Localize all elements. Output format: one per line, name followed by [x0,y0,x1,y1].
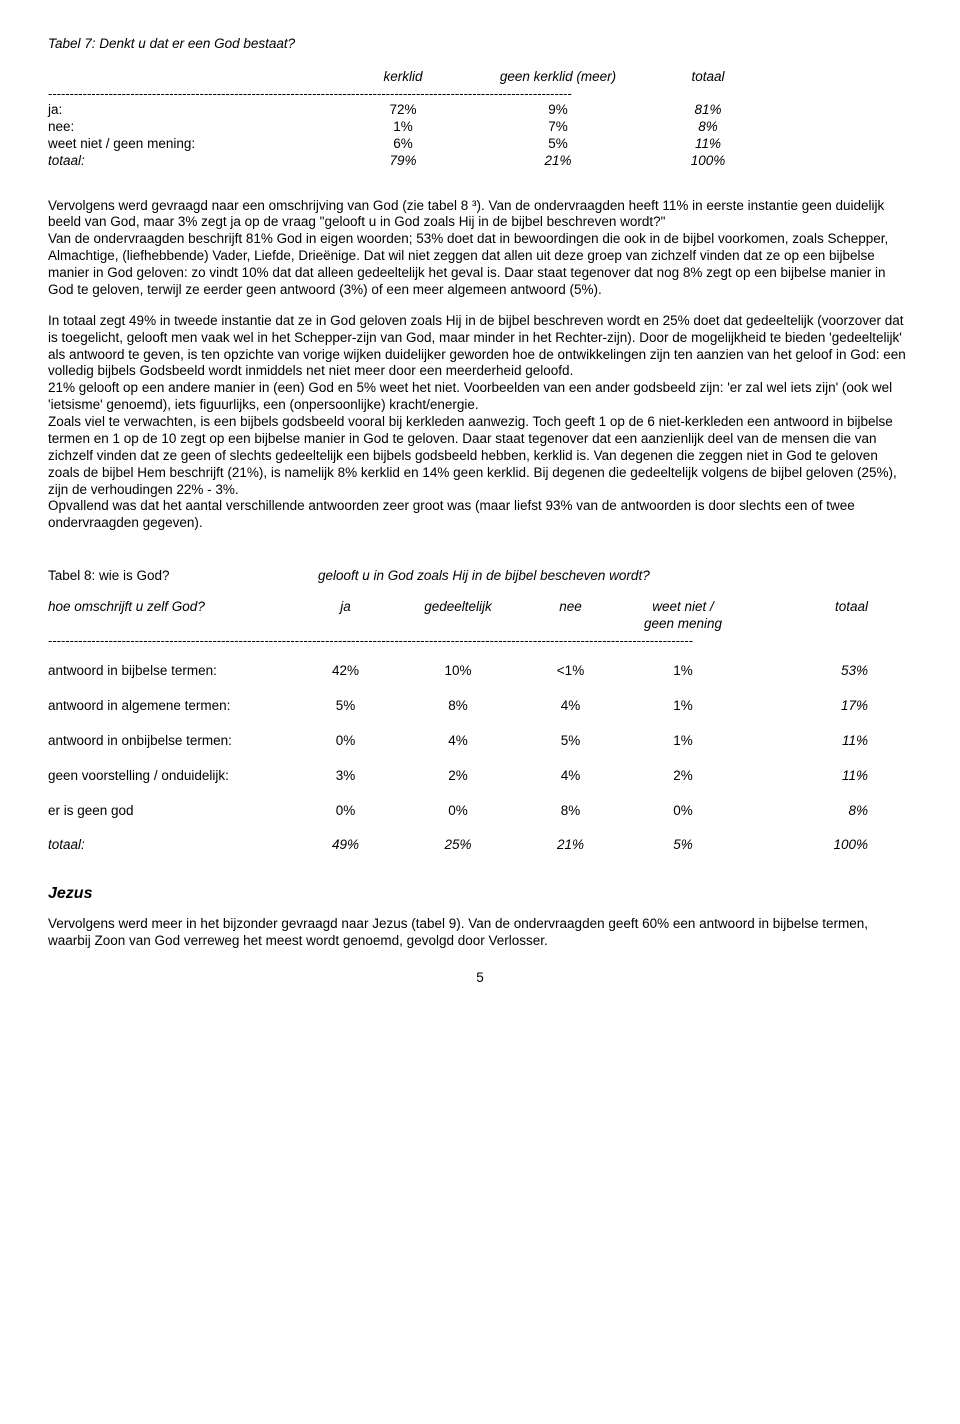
table7-row-total: totaal: 79% 21% 100% [48,153,912,170]
table7-h2: geen kerklid (meer) [468,69,648,86]
divider: ----------------------------------------… [48,86,912,102]
page-number: 5 [48,970,912,987]
jezus-paragraph: Vervolgens werd meer in het bijzonder ge… [48,916,912,950]
paragraph: Van de ondervraagden beschrijft 81% God … [48,231,912,299]
divider: ----------------------------------------… [48,633,912,649]
paragraph: In totaal zegt 49% in tweede instantie d… [48,313,912,381]
table7-header-row: kerklid geen kerklid (meer) totaal [48,69,912,86]
table8-header-row: hoe omschrijft u zelf God? ja gedeelteli… [48,599,912,633]
table7-h3: totaal [648,69,768,86]
table8-row: antwoord in bijbelse termen: 42% 10% <1%… [48,663,912,680]
table8-title-row: Tabel 8: wie is God? gelooft u in God zo… [48,568,912,585]
table8-row-total: totaal: 49% 25% 21% 5% 100% [48,837,912,854]
table8-supheader: gelooft u in God zoals Hij in de bijbel … [298,568,912,585]
table7-title: Tabel 7: Denkt u dat er een God bestaat? [48,36,912,53]
paragraph: Vervolgens werd gevraagd naar een omschr… [48,198,912,232]
table7-row: nee: 1% 7% 8% [48,119,912,136]
table8-row: geen voorstelling / onduidelijk: 3% 2% 4… [48,768,912,785]
paragraph: Zoals viel te verwachten, is een bijbels… [48,414,912,498]
table8-row: antwoord in onbijbelse termen: 0% 4% 5% … [48,733,912,750]
paragraph: 21% gelooft op een andere manier in (een… [48,380,912,414]
table7-row: weet niet / geen mening: 6% 5% 11% [48,136,912,153]
table8-row: antwoord in algemene termen: 5% 8% 4% 1%… [48,698,912,715]
jezus-heading: Jezus [48,884,912,904]
table7-row: ja: 72% 9% 81% [48,102,912,119]
table8-row: er is geen god 0% 0% 8% 0% 8% [48,803,912,820]
paragraph: Opvallend was dat het aantal verschillen… [48,498,912,532]
table7-h1: kerklid [338,69,468,86]
